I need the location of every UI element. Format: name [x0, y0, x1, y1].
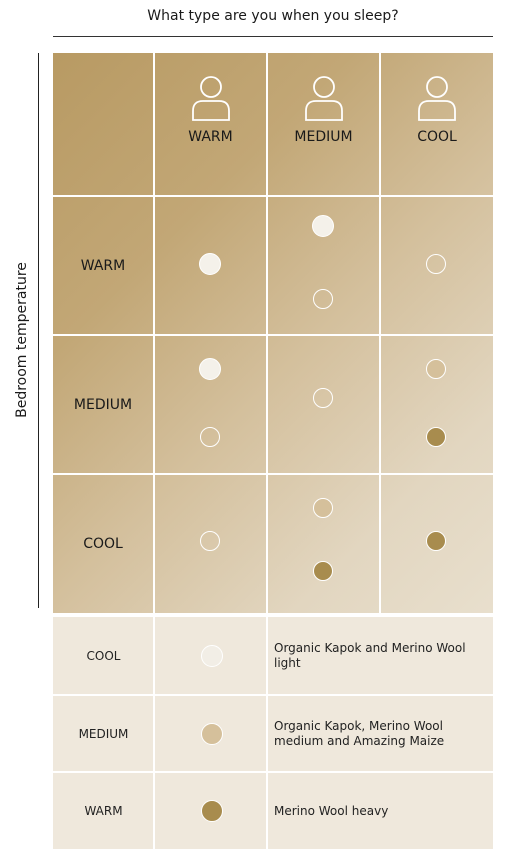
legend-description: Merino Wool heavy: [274, 803, 389, 818]
y-axis-label: Bedroom temperature: [14, 262, 30, 418]
outline-dot: [426, 254, 446, 274]
person-icon: [418, 76, 456, 121]
legend-name: MEDIUM: [78, 726, 129, 741]
column-label: COOL: [417, 129, 457, 145]
legend-dot-cell: [156, 696, 267, 771]
duvet-legend: [53, 617, 493, 849]
y-axis-line: [38, 53, 39, 608]
legend-description: Organic Kapok, Merino Wool medium and Am…: [274, 718, 445, 748]
medium-duvet-dot: [200, 722, 223, 745]
column-label: MEDIUM: [294, 129, 353, 145]
grid-line: [266, 53, 268, 613]
chart-title: What type are you when you sleep?: [147, 8, 399, 24]
grid-line: [153, 53, 155, 613]
row-label-cool: COOL: [83, 536, 123, 552]
outline-dot: [200, 427, 220, 447]
cool-duvet-dot: [312, 215, 334, 237]
grid-line: [53, 771, 493, 773]
grid-line: [53, 473, 493, 475]
cool-duvet-dot: [200, 644, 223, 667]
column-label: WARM: [188, 129, 233, 145]
legend-description: Organic Kapok and Merino Wool light: [274, 640, 466, 670]
warm-duvet-dot: [426, 427, 446, 447]
cool-duvet-dot: [199, 253, 221, 275]
outline-dot: [313, 289, 333, 309]
legend-row-cool: COOL Organic Kapok and Merino Wool light: [53, 617, 493, 694]
column-header-medium: MEDIUM: [268, 53, 379, 195]
sleep-type-matrix: [53, 53, 493, 613]
legend-row-warm: WARM Merino Wool heavy: [53, 773, 493, 849]
medium-duvet-dot: [313, 498, 333, 518]
row-label-warm: WARM: [80, 257, 126, 274]
legend-dot-cell: [156, 773, 267, 849]
legend-row-medium: MEDIUM Organic Kapok, Merino Wool medium…: [53, 696, 493, 771]
warm-duvet-dot: [426, 531, 446, 551]
grid-line: [53, 694, 493, 696]
outline-dot: [313, 388, 333, 408]
column-header-cool: COOL: [381, 53, 493, 195]
legend-name: WARM: [84, 804, 123, 818]
title-divider: [53, 36, 493, 37]
grid-line: [153, 617, 155, 849]
outline-dot: [200, 531, 220, 551]
warm-duvet-dot: [313, 561, 333, 581]
legend-dot-cell: [156, 617, 267, 694]
grid-line: [53, 195, 493, 197]
person-icon: [191, 76, 230, 121]
medium-duvet-dot: [426, 359, 446, 379]
column-header-warm: WARM: [155, 53, 266, 195]
cool-duvet-dot: [199, 358, 221, 380]
warm-duvet-dot: [200, 800, 223, 822]
legend-name: COOL: [86, 648, 121, 663]
person-icon: [304, 76, 343, 121]
row-label-medium: MEDIUM: [73, 396, 133, 413]
grid-line: [266, 617, 268, 849]
grid-line: [379, 53, 381, 613]
grid-line: [53, 334, 493, 336]
